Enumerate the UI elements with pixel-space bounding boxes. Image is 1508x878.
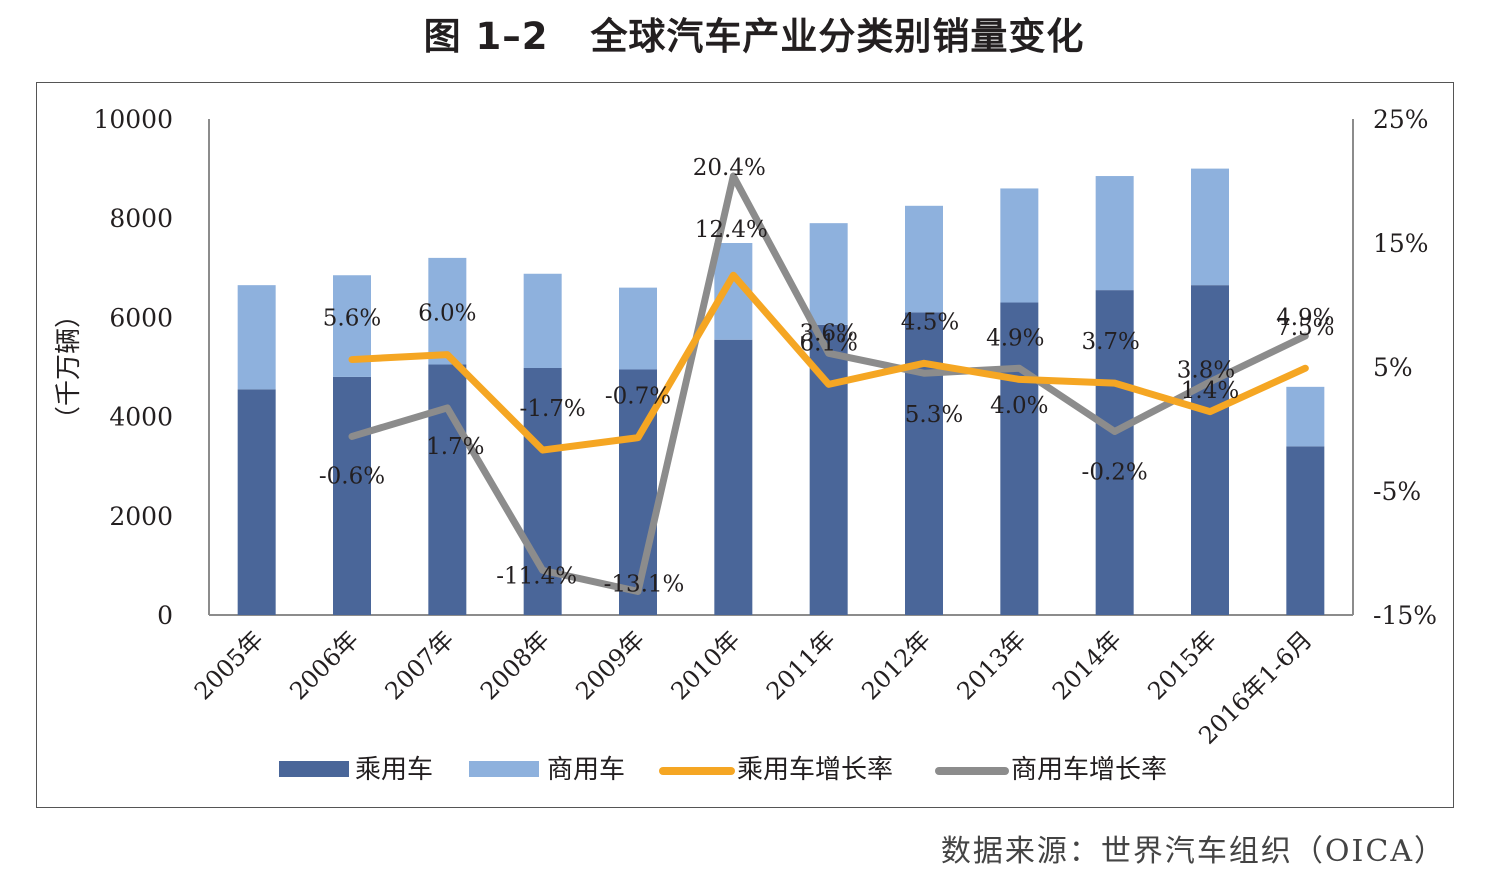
legend-swatch-commercial: [469, 761, 539, 777]
x-tick-label: 2008年: [475, 625, 555, 705]
bar-commercial: [809, 223, 848, 325]
y-tick-label: 8000: [109, 204, 173, 233]
y2-tick-label: -5%: [1373, 477, 1421, 506]
y2-tick-label: 25%: [1373, 105, 1429, 134]
passenger-growth-label: 12.4%: [695, 217, 768, 243]
bar-passenger: [1191, 285, 1229, 615]
y-tick-label: 4000: [109, 403, 173, 432]
bar-commercial: [1286, 386, 1325, 447]
y-tick-label: 10000: [93, 105, 173, 134]
y-tick-label: 6000: [109, 303, 173, 332]
passenger-growth-label: -0.7%: [605, 384, 671, 410]
bar-commercial: [237, 285, 276, 390]
passenger-growth-label: 5.6%: [323, 306, 381, 332]
legend-label-commercial: 商用车: [547, 755, 625, 785]
bar-passenger: [1095, 290, 1134, 615]
chart: 0 2000 4000 6000 8000 10000 -15% -5% 5% 15% 25% （千万…: [54, 105, 1437, 785]
x-tick-label: 2010年: [666, 625, 746, 705]
commercial-growth-label: -11.4%: [496, 563, 577, 589]
x-tick-label: 2013年: [952, 625, 1032, 705]
x-tick-label: 2006年: [284, 625, 364, 705]
commercial-growth-label: 4.0%: [990, 393, 1048, 419]
bar-passenger: [1000, 302, 1039, 615]
line-commercial-growth: [348, 172, 1309, 595]
x-tick-label: 2007年: [380, 625, 460, 705]
y2-tick-label: 15%: [1373, 229, 1429, 258]
passenger-growth-label: 7.5%: [1276, 315, 1334, 341]
legend-swatch-passenger: [279, 761, 349, 777]
x-tick-label: 2005年: [189, 625, 269, 705]
commercial-growth-label: -13.1%: [604, 571, 685, 597]
figure-title-text: 全球汽车产业分类别销量变化: [590, 15, 1085, 58]
commercial-growth-label: -0.6%: [319, 463, 385, 489]
passenger-growth-label: 4.5%: [901, 309, 959, 335]
bar-commercial: [523, 273, 562, 368]
bar-commercial: [1095, 176, 1134, 291]
bar-commercial: [428, 257, 467, 365]
x-tick-label: 2012年: [856, 625, 936, 705]
commercial-growth-label: 5.3%: [905, 402, 963, 428]
bar-passenger: [333, 376, 371, 615]
y2-tick-label: -15%: [1373, 601, 1437, 630]
line-passenger-growth: [348, 271, 1309, 454]
passenger-growth-label: 3.7%: [1081, 329, 1139, 355]
x-tick-label: 2011年: [761, 625, 841, 705]
y-tick-label: 2000: [109, 502, 173, 531]
passenger-growth-label: -1.7%: [520, 396, 586, 422]
data-source: 数据来源：世界汽车组织（OICA）: [940, 834, 1446, 869]
commercial-growth-label: 1.7%: [426, 434, 484, 460]
bar-passenger: [237, 389, 276, 615]
passenger-growth-label: 3.8%: [1177, 358, 1235, 384]
x-tick-label: 2009年: [570, 625, 650, 705]
x-tick-label: 2014年: [1047, 625, 1127, 705]
bar-passenger: [428, 364, 467, 615]
bar-commercial: [1191, 168, 1229, 286]
passenger-growth-label: 6.1%: [799, 330, 857, 356]
commercial-growth-label: 20.4%: [693, 155, 766, 181]
bar-passenger: [1286, 446, 1325, 615]
y-tick-label: 0: [157, 601, 173, 630]
legend-label-commercial-growth: 商用车增长率: [1011, 755, 1167, 785]
commercial-growth-label: 3.6%: [799, 320, 857, 346]
chart-frame: 0 2000 4000 6000 8000 10000 -15% -5% 5% 15% 25% （千万…: [36, 82, 1454, 808]
bar-commercial: [1000, 188, 1039, 303]
y2-tick-label: 5%: [1373, 353, 1413, 382]
bar-passenger: [714, 339, 753, 615]
legend-label-passenger: 乘用车: [355, 755, 433, 785]
x-tick-label: 2015年: [1142, 625, 1222, 705]
legend-label-passenger-growth: 乘用车增长率: [737, 755, 893, 785]
commercial-growth-label: 4.9%: [1276, 305, 1334, 331]
figure-number: 图 1–2: [423, 15, 549, 58]
passenger-growth-label: 4.9%: [986, 325, 1044, 351]
bar-passenger: [905, 312, 943, 615]
passenger-growth-label: 6.0%: [418, 301, 476, 327]
commercial-growth-label: 1.4%: [1181, 378, 1239, 404]
figure-title: 图 1–2 全球汽车产业分类别销量变化: [0, 6, 1508, 60]
bar-commercial: [619, 287, 657, 370]
bar-commercial: [905, 205, 943, 313]
y-axis-title: （千万辆）: [54, 302, 84, 432]
commercial-growth-label: -0.2%: [1082, 459, 1148, 485]
